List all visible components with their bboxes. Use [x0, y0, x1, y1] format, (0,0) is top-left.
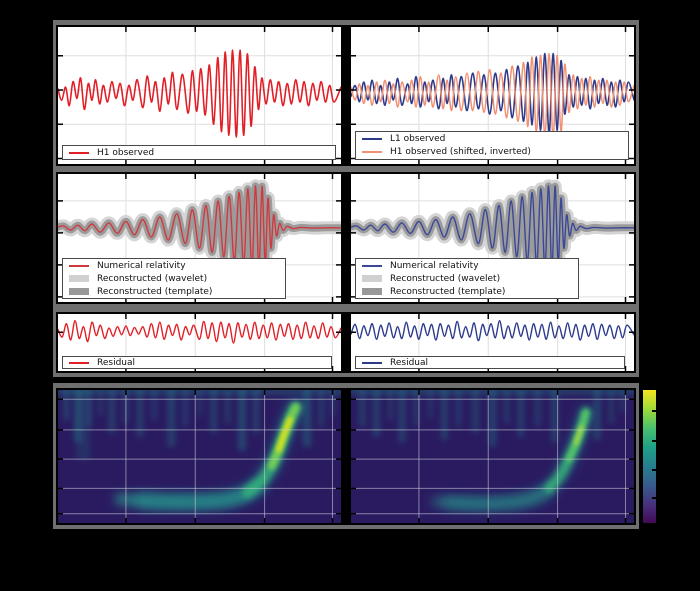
legend-line-swatch	[362, 264, 382, 267]
colorbar-tick	[652, 496, 656, 499]
panel-l1-reconstruction: Numerical relativity Reconstructed (wave…	[349, 172, 636, 304]
figure-row-observed: H1 observed L1 observed H1 observed (shi…	[53, 20, 639, 170]
legend-label: Reconstructed (wavelet)	[390, 273, 501, 284]
legend-line-swatch	[362, 138, 382, 140]
panel-l1-observed: L1 observed H1 observed (shifted, invert…	[349, 25, 636, 166]
legend-line-swatch	[362, 361, 382, 364]
column-divider	[343, 312, 349, 373]
h1-observed-plot	[58, 27, 341, 164]
colorbar-tick	[652, 468, 656, 471]
legend-label: H1 observed	[97, 147, 155, 158]
legend-label: Residual	[390, 357, 429, 368]
legend-line-swatch	[362, 151, 382, 153]
legend: Residual	[62, 356, 332, 369]
legend-label: Reconstructed (template)	[390, 286, 506, 297]
panel-l1-residual: Residual	[349, 312, 636, 373]
legend-label: L1 observed	[390, 134, 446, 144]
legend-item: L1 observed	[362, 133, 622, 145]
legend-line-swatch	[69, 151, 89, 154]
panel-h1-observed: H1 observed	[56, 25, 343, 166]
legend-item: Reconstructed (wavelet)	[362, 273, 572, 285]
legend-item: Numerical relativity	[362, 260, 572, 272]
l1-spectrogram-plot	[351, 390, 634, 523]
legend-band-swatch	[69, 288, 89, 295]
panel-h1-reconstruction: Numerical relativity Reconstructed (wave…	[56, 172, 343, 304]
column-divider	[343, 388, 349, 525]
legend-band-swatch	[69, 275, 89, 282]
legend-item: H1 observed	[69, 147, 329, 159]
colorbar-tick	[652, 439, 656, 442]
legend-label: H1 observed (shifted, inverted)	[390, 147, 531, 157]
colorbar-tick	[652, 410, 656, 413]
legend-label: Residual	[97, 357, 136, 368]
figure-row-reconstruction: Numerical relativity Reconstructed (wave…	[53, 170, 639, 308]
legend-band-swatch	[362, 275, 382, 282]
legend-item: Residual	[69, 358, 325, 368]
legend-item: Reconstructed (template)	[69, 286, 279, 298]
legend: Numerical relativity Reconstructed (wave…	[62, 258, 286, 299]
legend-line-swatch	[69, 264, 89, 267]
legend: Residual	[355, 356, 625, 369]
colorbar	[641, 388, 658, 525]
column-divider	[343, 25, 349, 166]
legend-item: Reconstructed (template)	[362, 286, 572, 298]
legend-item: H1 observed (shifted, inverted)	[362, 146, 622, 158]
legend-label: Reconstructed (template)	[97, 286, 213, 297]
legend-label: Reconstructed (wavelet)	[97, 273, 208, 284]
legend-item: Reconstructed (wavelet)	[69, 273, 279, 285]
column-divider	[343, 172, 349, 304]
panel-h1-residual: Residual	[56, 312, 343, 373]
panel-h1-spectrogram	[56, 388, 343, 525]
h1-spectrogram-plot	[58, 390, 341, 523]
legend-line-swatch	[69, 361, 89, 364]
legend: H1 observed	[62, 145, 336, 160]
legend: Numerical relativity Reconstructed (wave…	[355, 258, 579, 299]
legend-label: Numerical relativity	[390, 260, 479, 271]
panel-l1-spectrogram	[349, 388, 636, 525]
legend-band-swatch	[362, 288, 382, 295]
legend-item: Residual	[362, 358, 618, 368]
figure-row-spectrogram	[53, 383, 639, 529]
legend: L1 observed H1 observed (shifted, invert…	[355, 131, 629, 160]
legend-item: Numerical relativity	[69, 260, 279, 272]
legend-label: Numerical relativity	[97, 260, 186, 271]
figure-row-residual: Residual Residual	[53, 308, 639, 377]
